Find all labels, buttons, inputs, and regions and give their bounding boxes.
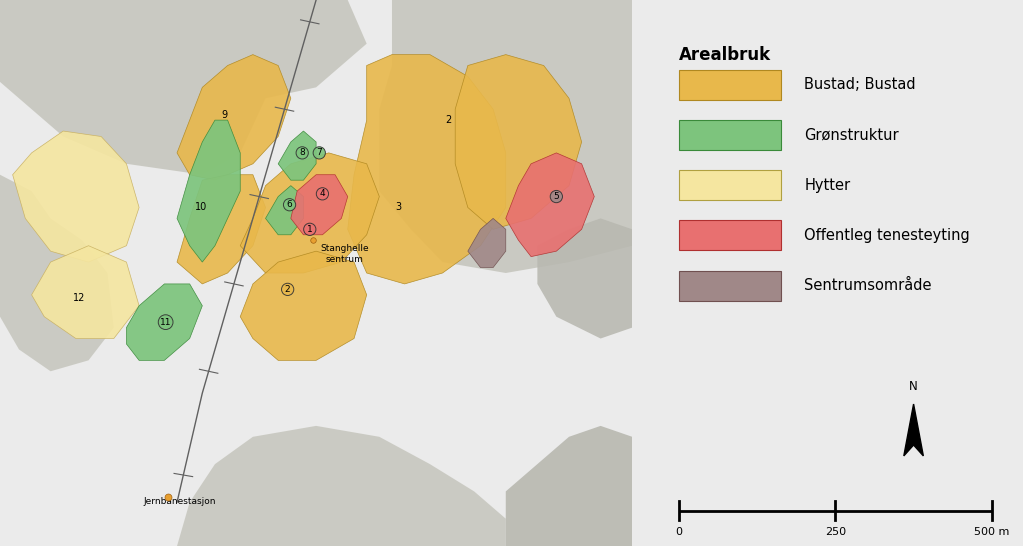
Text: 5: 5 — [553, 192, 560, 201]
Text: 1: 1 — [307, 225, 313, 234]
Text: Grønstruktur: Grønstruktur — [804, 127, 899, 143]
Text: Arealbruk: Arealbruk — [679, 46, 771, 64]
Polygon shape — [32, 246, 139, 339]
Polygon shape — [505, 426, 632, 546]
Bar — [679, 69, 781, 99]
Text: 8: 8 — [300, 149, 305, 157]
Text: 6: 6 — [286, 200, 293, 209]
Text: 0: 0 — [675, 527, 682, 537]
Bar — [679, 170, 781, 200]
Text: 2: 2 — [284, 285, 291, 294]
Polygon shape — [240, 251, 366, 360]
Polygon shape — [266, 186, 304, 235]
Polygon shape — [505, 153, 594, 257]
Polygon shape — [380, 0, 632, 273]
Text: 11: 11 — [160, 318, 172, 327]
Text: 500 m: 500 m — [974, 527, 1010, 537]
Bar — [679, 220, 781, 250]
Polygon shape — [177, 426, 505, 546]
Polygon shape — [537, 218, 632, 339]
Polygon shape — [0, 0, 366, 175]
Polygon shape — [0, 153, 114, 371]
Polygon shape — [177, 55, 291, 180]
Text: 12: 12 — [73, 293, 85, 302]
Polygon shape — [177, 120, 240, 262]
Text: Offentleg tenesteyting: Offentleg tenesteyting — [804, 228, 970, 243]
Text: 250: 250 — [825, 527, 846, 537]
Polygon shape — [177, 175, 266, 284]
Polygon shape — [455, 55, 582, 229]
Polygon shape — [291, 175, 348, 235]
Polygon shape — [127, 284, 203, 360]
Polygon shape — [240, 153, 380, 273]
Text: Stanghelle
sentrum: Stanghelle sentrum — [320, 244, 369, 264]
Text: Sentrumsområde: Sentrumsområde — [804, 278, 932, 293]
Text: 2: 2 — [446, 115, 452, 125]
Text: 9: 9 — [221, 110, 227, 120]
Text: 7: 7 — [316, 149, 322, 157]
Polygon shape — [12, 131, 139, 262]
Bar — [679, 120, 781, 150]
Text: 4: 4 — [319, 189, 325, 198]
Polygon shape — [348, 55, 505, 284]
Polygon shape — [903, 404, 924, 456]
Text: Hytter: Hytter — [804, 177, 850, 193]
Text: 3: 3 — [395, 203, 401, 212]
Text: Bustad; Bustad: Bustad; Bustad — [804, 77, 916, 92]
Polygon shape — [278, 131, 316, 180]
Text: 10: 10 — [195, 203, 208, 212]
Polygon shape — [468, 218, 505, 268]
Bar — [679, 271, 781, 300]
Text: Jernbanestasjon: Jernbanestasjon — [144, 497, 217, 506]
Text: N: N — [909, 380, 918, 393]
